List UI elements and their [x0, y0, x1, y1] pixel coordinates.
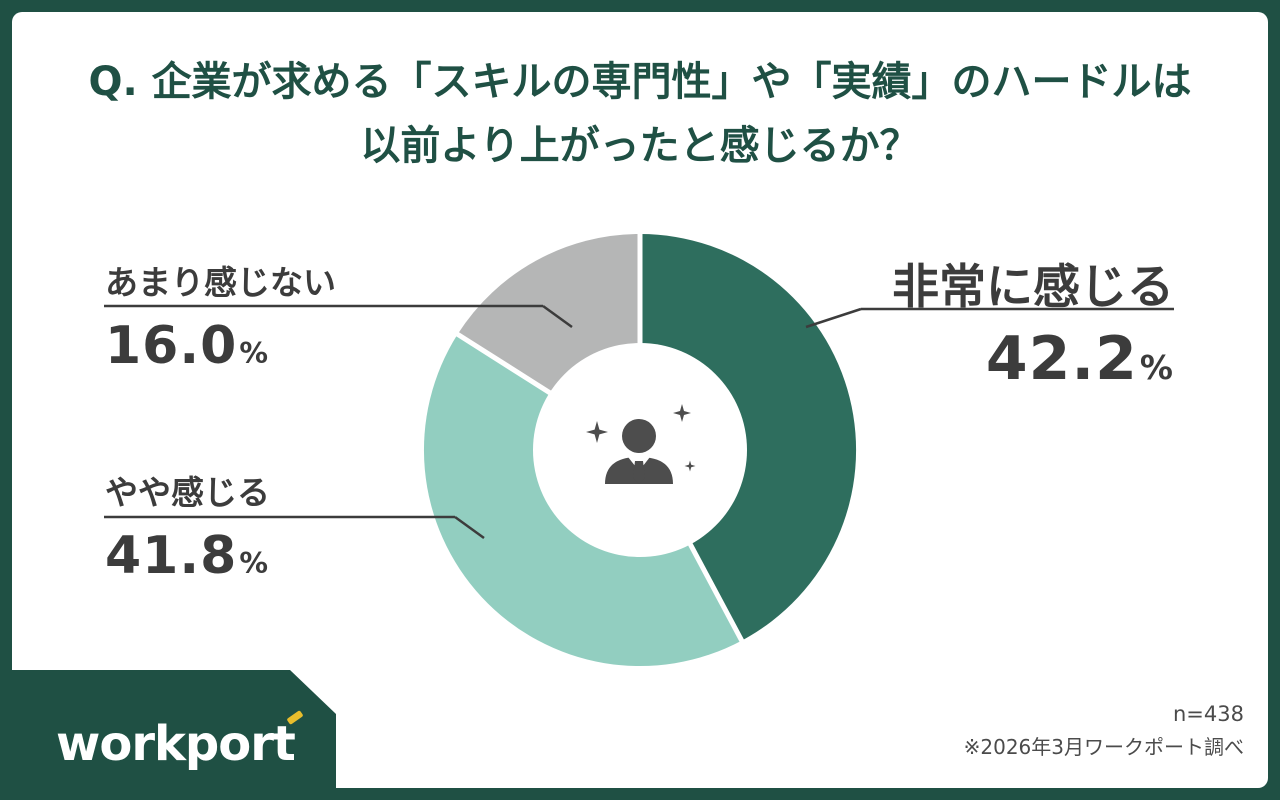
leader-lines	[104, 304, 1174, 540]
label-very: 非常に感じる	[892, 260, 1174, 315]
leader-line-very-diagonal	[805, 307, 862, 329]
workport-logo-text: workport	[56, 716, 296, 772]
leader-line-notmuch-diagonal	[542, 304, 573, 329]
sparkle-icon	[673, 404, 691, 422]
value-somewhat: 41.8%	[105, 526, 269, 586]
value-somewhat-number: 41.8	[105, 526, 238, 586]
person-icon	[586, 404, 696, 484]
value-notmuch-unit: %	[239, 336, 269, 370]
leader-line-somewhat-diagonal	[454, 515, 485, 540]
sparkle-icon	[586, 421, 608, 443]
person-tie	[633, 461, 645, 484]
value-very-unit: %	[1139, 348, 1174, 387]
label-somewhat: やや感じる	[105, 473, 270, 512]
sparkle-icon	[684, 460, 696, 472]
value-notmuch: 16.0%	[105, 316, 269, 376]
value-very: 42.2%	[986, 324, 1174, 394]
source-note: ※2026年3月ワークポート調べ	[963, 735, 1244, 759]
question-title-line2: 以前より上がったと感じるか？	[360, 123, 920, 169]
value-very-number: 42.2	[985, 324, 1138, 394]
label-notmuch: あまり感じない	[105, 263, 336, 302]
value-somewhat-unit: %	[239, 546, 269, 580]
value-notmuch-number: 16.0	[105, 316, 238, 376]
person-head	[622, 419, 656, 453]
question-title: Q. 企業が求める「スキルの専門性」や「実績」のハードルは 以前より上がったと感…	[0, 50, 1280, 178]
question-title-line1: Q. 企業が求める「スキルの専門性」や「実績」のハードルは	[88, 59, 1192, 105]
logo-banner	[0, 670, 336, 800]
sample-size: n=438	[1173, 702, 1244, 726]
workport-logo: workport	[56, 710, 304, 772]
